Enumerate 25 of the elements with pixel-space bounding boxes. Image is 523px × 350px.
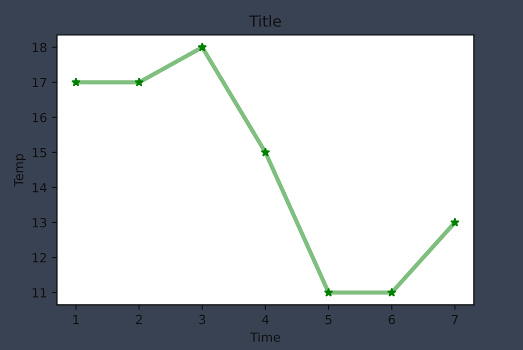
x-tick-label: 4 [262,314,269,324]
point [198,42,207,52]
point [387,288,396,297]
x-tick-label: 3 [199,314,206,324]
y-tick-label: 11 [32,288,46,298]
chart-title: Title [249,15,281,27]
y-tick-label: 18 [32,42,46,52]
y-tick-label: 13 [32,218,46,228]
x-tick-label: 5 [326,314,332,324]
y-tick-label: 14 [32,183,47,192]
x-axis-title: Time [250,332,280,342]
y-axis-title: Temp [14,154,26,187]
y-tick-label: 15 [32,148,46,158]
x-tick-label: 7 [452,314,458,324]
point [324,288,334,297]
y-tick-label: 12 [32,253,46,262]
point [450,218,460,227]
x-tick-label: 6 [388,314,395,324]
point [134,77,144,86]
point [71,77,81,86]
y-tick-label: 17 [32,78,46,88]
x-tick-label: 2 [136,314,142,324]
x-tick-label: 1 [73,314,79,324]
y-tick-label: 16 [32,112,46,122]
point [260,148,270,156]
